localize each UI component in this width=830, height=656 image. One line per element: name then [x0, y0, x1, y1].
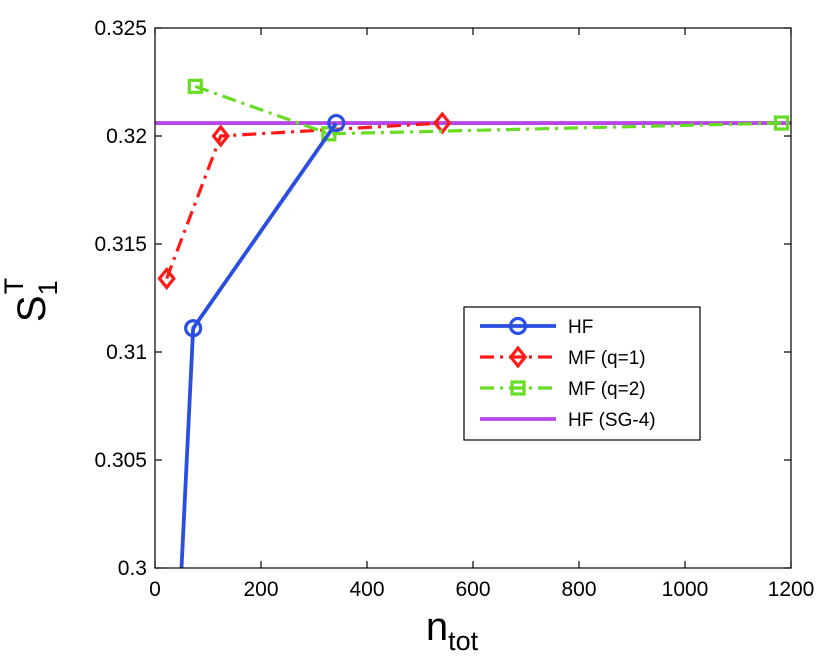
data-point — [327, 113, 346, 133]
legend-entry: MF (q=1) — [480, 345, 646, 369]
ticks-layer: 0 200 400 600 800 1000 1200 0.3 0.305 0.31 0.315 0.… — [94, 17, 814, 601]
legend-marker — [508, 316, 528, 336]
y-axis-title: S1T — [0, 278, 63, 322]
y-tick-label: 0.31 — [106, 341, 147, 364]
legend-entries: HF MF (q=1) MF (q=2) HF (SG-4) — [480, 316, 656, 431]
series-layer — [155, 78, 791, 568]
series-line — [165, 121, 443, 280]
data-point — [211, 124, 230, 148]
legend-entry: HF (SG-4) — [480, 410, 656, 431]
legend: HF MF (q=1) MF (q=2) HF (SG-4) — [463, 306, 701, 441]
series-line — [179, 121, 338, 568]
plot-area — [155, 28, 791, 568]
series-0 — [179, 113, 346, 568]
x-tick-label: 1000 — [662, 578, 709, 601]
y-axis-title-sup: T — [0, 278, 29, 295]
data-point — [187, 78, 203, 94]
series-line — [194, 84, 782, 136]
legend-label: MF (q=1) — [568, 348, 646, 369]
x-tick-label: 800 — [561, 578, 596, 601]
x-tick-label: 600 — [455, 578, 490, 601]
y-axis-title-main: S — [10, 295, 54, 322]
data-point — [157, 266, 176, 291]
x-tick-label: 200 — [243, 578, 278, 601]
x-axis-title: ntot — [426, 605, 479, 656]
legend-entry: HF — [480, 316, 593, 338]
y-tick-label: 0.315 — [94, 233, 147, 256]
y-tick-label: 0.325 — [94, 17, 147, 40]
y-tick-label: 0.3 — [118, 557, 147, 580]
legend-label: HF (SG-4) — [568, 410, 656, 431]
y-axis-title-sub: 1 — [33, 280, 63, 295]
y-tick-label: 0.305 — [94, 449, 147, 472]
legend-marker — [510, 380, 526, 396]
data-point — [184, 319, 203, 338]
x-tick-label: 0 — [149, 578, 161, 601]
series-2 — [187, 78, 790, 142]
data-point — [773, 115, 790, 131]
data-point — [433, 111, 452, 135]
x-axis-title-main: n — [426, 605, 448, 649]
y-tick-label: 0.32 — [106, 125, 147, 148]
legend-entry: MF (q=2) — [480, 379, 646, 400]
legend-marker — [508, 345, 528, 369]
x-tick-label: 400 — [349, 578, 384, 601]
x-tick-label: 1200 — [768, 578, 815, 601]
legend-label: HF — [568, 317, 593, 338]
x-axis-title-sub: tot — [448, 626, 479, 656]
legend-label: MF (q=2) — [568, 379, 646, 400]
series-1 — [157, 111, 452, 291]
